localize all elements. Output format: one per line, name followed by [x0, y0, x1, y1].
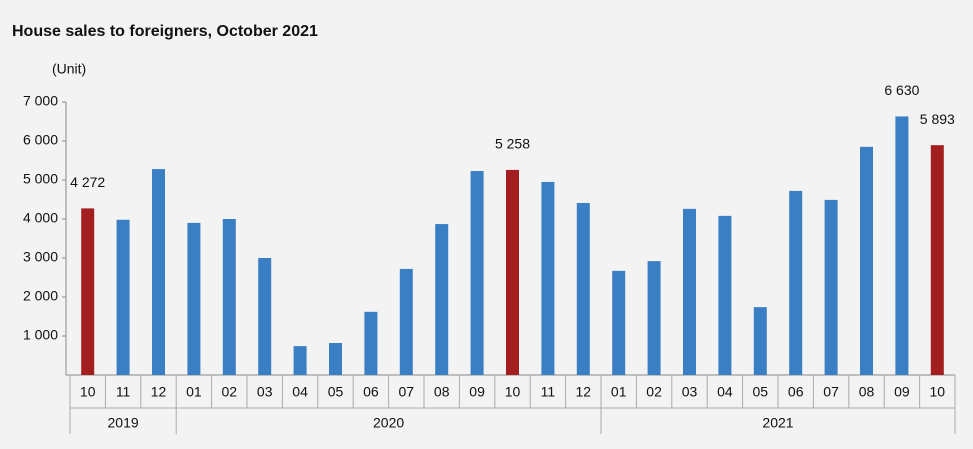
group-label: 2019: [108, 415, 139, 431]
bar: [506, 169, 519, 375]
bar: [860, 146, 873, 375]
x-tick-label: 10: [930, 384, 946, 400]
bar: [435, 224, 449, 375]
x-tick-label: 05: [328, 384, 344, 400]
bar: [576, 203, 590, 375]
x-tick-label: 12: [151, 384, 167, 400]
bar: [222, 219, 236, 375]
group-label: 2020: [373, 415, 404, 431]
y-tick-label: 4 000: [23, 210, 58, 226]
bar: [116, 219, 130, 375]
x-tick-label: 06: [788, 384, 804, 400]
bar: [81, 208, 95, 375]
bar: [718, 215, 732, 375]
bar: [329, 343, 342, 375]
bar: [753, 307, 767, 375]
x-tick-label: 08: [434, 384, 450, 400]
y-unit: (Unit): [52, 61, 86, 77]
x-tick-label: 06: [363, 384, 379, 400]
group-label: 2021: [762, 415, 793, 431]
x-tick-label: 04: [717, 384, 733, 400]
bar: [647, 261, 661, 375]
y-tick-label: 5 000: [23, 171, 58, 187]
bar: [187, 222, 201, 375]
x-tick-label: 12: [576, 384, 592, 400]
value-label: 5 893: [920, 111, 955, 127]
bar: [293, 346, 307, 375]
value-label: 4 272: [70, 174, 105, 190]
bar: [470, 171, 484, 375]
y-tick-label: 2 000: [23, 288, 58, 304]
x-tick-label: 02: [222, 384, 238, 400]
x-tick-label: 03: [257, 384, 273, 400]
y-tick-label: 1 000: [23, 327, 58, 343]
bar: [258, 258, 272, 375]
x-tick-label: 10: [80, 384, 96, 400]
x-tick-label: 03: [682, 384, 698, 400]
y-tick-label: 3 000: [23, 249, 58, 265]
x-tick-label: 05: [753, 384, 769, 400]
chart-title: House sales to foreigners, October 2021: [12, 23, 318, 40]
bar: [399, 268, 413, 375]
value-label: 5 258: [495, 136, 530, 152]
x-tick-label: 01: [611, 384, 627, 400]
x-tick-label: 02: [646, 384, 662, 400]
bar: [541, 181, 555, 375]
x-tick-label: 07: [823, 384, 839, 400]
x-tick-label: 08: [859, 384, 875, 400]
bar: [683, 208, 696, 375]
bar: [612, 270, 626, 375]
bar: [364, 311, 378, 375]
bar: [895, 116, 909, 376]
x-tick-label: 10: [505, 384, 521, 400]
bar: [824, 199, 838, 375]
y-tick-label: 7 000: [23, 93, 58, 109]
x-tick-label: 09: [894, 384, 910, 400]
x-tick-label: 11: [116, 384, 131, 400]
x-tick-label: 11: [541, 384, 556, 400]
bar: [930, 145, 944, 375]
bar: [789, 190, 803, 375]
x-tick-label: 07: [399, 384, 415, 400]
value-label: 6 630: [884, 82, 919, 98]
y-tick-label: 6 000: [23, 132, 58, 148]
x-tick-label: 01: [186, 384, 202, 400]
x-tick-label: 09: [469, 384, 485, 400]
bar: [152, 169, 165, 375]
x-tick-label: 04: [292, 384, 308, 400]
